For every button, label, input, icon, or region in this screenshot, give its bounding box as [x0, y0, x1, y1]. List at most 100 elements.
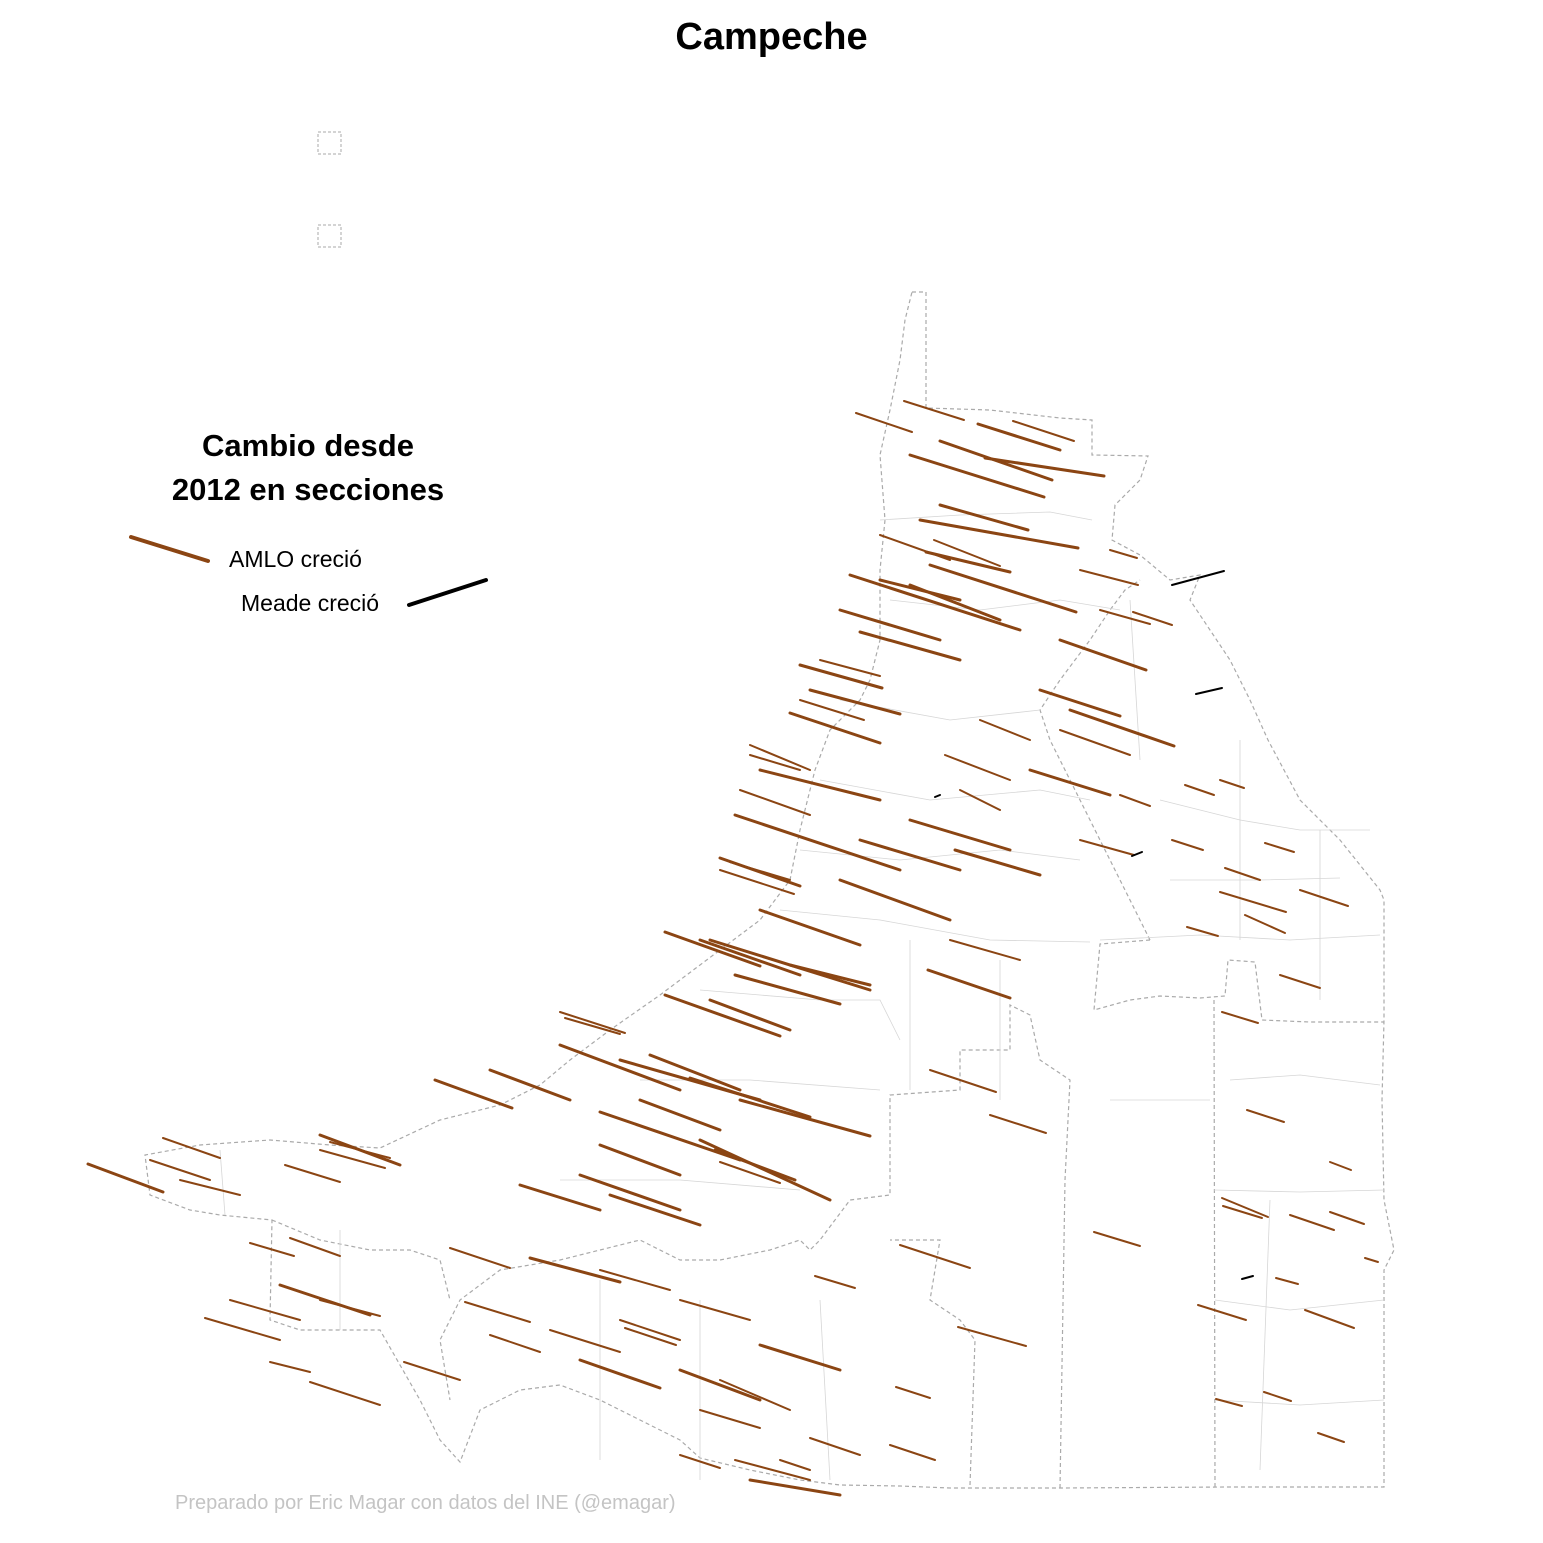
amlo-arrow	[879, 534, 951, 561]
legend-label-meade: Meade creció	[241, 590, 380, 616]
amlo-arrow	[749, 754, 801, 771]
amlo-arrow	[1058, 638, 1148, 672]
amlo-arrow	[1186, 926, 1219, 937]
amlo-arrow	[1219, 779, 1245, 789]
state-outline	[144, 291, 1395, 1489]
amlo-arrow	[619, 1319, 681, 1341]
amlo-arrow	[449, 1247, 511, 1269]
amlo-arrow	[855, 412, 913, 433]
amlo-arrow	[578, 1173, 682, 1212]
amlo-arrow	[928, 563, 1078, 614]
amlo-arrow	[679, 1299, 751, 1321]
legend-empty-box-2	[317, 224, 342, 248]
amlo-arrow	[698, 1138, 832, 1202]
amlo-arrow	[758, 768, 882, 802]
amlo-arrow	[549, 1329, 621, 1353]
amlo-arrow	[749, 744, 811, 771]
amlo-arrow	[976, 422, 1062, 452]
amlo-arrow	[908, 583, 1002, 622]
amlo-arrow	[564, 1017, 621, 1035]
amlo-arrow	[957, 1326, 1027, 1347]
amlo-arrow	[289, 1237, 341, 1257]
amlo-arrow	[663, 993, 782, 1038]
legend-title-line-1: Cambio desde	[202, 428, 414, 463]
amlo-arrow	[86, 1162, 165, 1194]
amlo-arrow	[1221, 1197, 1269, 1218]
amlo-arrow	[858, 630, 962, 662]
amlo-arrow	[1028, 768, 1112, 797]
amlo-arrow	[788, 963, 872, 987]
amlo-arrow	[838, 878, 952, 922]
amlo-arrow	[938, 503, 1030, 532]
amlo-arrow	[949, 939, 1021, 961]
amlo-arrow	[1219, 891, 1287, 913]
amlo-arrow	[679, 1454, 721, 1469]
amlo-arrow	[733, 813, 902, 872]
amlo-arrow	[1329, 1211, 1365, 1225]
amlo-arrow	[1171, 839, 1204, 851]
legend-empty-boxes	[317, 131, 342, 248]
amlo-arrow	[748, 1478, 842, 1497]
amlo-arrow	[708, 998, 792, 1032]
amlo-arrow	[319, 1299, 381, 1317]
amlo-arrow	[1119, 794, 1151, 807]
legend-empty-box-1	[317, 131, 342, 155]
amlo-arrow	[608, 1193, 702, 1227]
amlo-arrow	[464, 1301, 531, 1323]
amlo-arrow	[959, 789, 1001, 811]
amlo-arrow	[1275, 1277, 1299, 1285]
amlo-arrow	[944, 754, 1011, 781]
amlo-arrow	[799, 699, 865, 721]
amlo-arrow	[1184, 784, 1215, 796]
amlo-arrow	[433, 1078, 514, 1110]
amlo-arrow	[1221, 1011, 1259, 1024]
amlo-arrow	[1224, 867, 1261, 881]
amlo-arrow	[663, 930, 762, 968]
amlo-arrow	[858, 838, 962, 872]
amlo-arrow	[329, 1141, 391, 1159]
amlo-arrow	[518, 1183, 602, 1212]
amlo-arrow	[284, 1164, 341, 1183]
amlo-arrow	[1304, 1309, 1355, 1329]
amlo-arrow	[1109, 549, 1138, 559]
amlo-arrow	[924, 550, 1012, 574]
legend-title-line-2: 2012 en secciones	[171, 472, 445, 507]
amlo-arrow	[489, 1334, 541, 1353]
amlo-arrow	[734, 1459, 811, 1481]
amlo-arrow	[678, 1368, 762, 1402]
amlo-arrow	[1059, 729, 1131, 756]
amlo-arrow	[738, 1098, 872, 1138]
amlo-arrow	[983, 456, 1106, 478]
amlo-arrow	[814, 1275, 856, 1289]
amlo-arrow	[989, 1114, 1047, 1134]
amlo-arrow	[1215, 1398, 1243, 1407]
amlo-arrow	[1079, 839, 1135, 856]
amlo-arrow	[719, 1379, 791, 1411]
amlo-arrow	[1289, 1214, 1335, 1231]
amlo-arrow	[1079, 569, 1139, 586]
amlo-arrow	[249, 1242, 295, 1257]
legend-meade-arrow	[407, 578, 488, 607]
amlo-arrow	[895, 1386, 931, 1399]
amlo-arrow	[624, 1327, 677, 1346]
amlo-arrow	[1329, 1161, 1352, 1171]
amlo-arrow	[528, 1256, 622, 1284]
meade-arrow	[934, 794, 941, 798]
municipal-borders	[219, 511, 1385, 1481]
amlo-arrow	[848, 573, 1022, 632]
amlo-arrow	[758, 1343, 842, 1372]
amlo-arrow	[309, 1381, 381, 1406]
meade-arrow	[1171, 570, 1225, 586]
amlo-arrow	[598, 1143, 682, 1177]
amlo-arrow	[798, 663, 884, 690]
amlo-arrow	[918, 518, 1080, 550]
amlo-arrow	[488, 1068, 572, 1102]
amlo-arrow	[1299, 889, 1349, 907]
amlo-arrow	[1012, 420, 1075, 442]
credit-text: Preparado por Eric Magar con datos del I…	[175, 1492, 676, 1514]
legend-symbols	[129, 535, 488, 607]
amlo-arrow	[933, 539, 1001, 567]
amlo-arrow	[179, 1179, 241, 1196]
amlo-arrow	[819, 659, 881, 677]
